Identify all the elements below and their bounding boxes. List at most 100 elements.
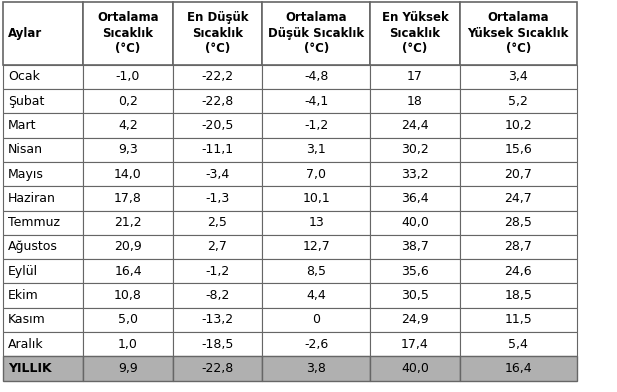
Text: 40,0: 40,0 (401, 216, 429, 229)
Bar (3, 283, 83, 308)
Bar (173, 259, 262, 283)
Text: 10,8: 10,8 (114, 289, 142, 302)
Text: Ortalama
Yüksek Sıcaklık
(°C): Ortalama Yüksek Sıcaklık (°C) (468, 11, 569, 55)
Bar (3, 186, 83, 211)
Text: 10,2: 10,2 (505, 119, 532, 132)
Bar (83, 211, 173, 235)
Bar (83, 113, 173, 138)
Bar (460, 138, 577, 162)
Bar (262, 259, 370, 283)
Bar (460, 235, 577, 259)
Bar (370, 332, 460, 356)
Bar (3, 162, 83, 186)
Bar (262, 211, 370, 235)
Bar (173, 2, 262, 65)
Text: Mayıs: Mayıs (8, 167, 44, 181)
Text: 28,7: 28,7 (504, 240, 532, 254)
Text: 2,5: 2,5 (207, 216, 228, 229)
Text: En Yüksek
Sıcaklık
(°C): En Yüksek Sıcaklık (°C) (381, 11, 449, 55)
Text: Kasım: Kasım (8, 313, 46, 327)
Text: 5,4: 5,4 (508, 338, 528, 351)
Bar (83, 65, 173, 89)
Bar (3, 211, 83, 235)
Text: Ekim: Ekim (8, 289, 39, 302)
Bar (83, 2, 173, 65)
Bar (370, 113, 460, 138)
Text: Aylar: Aylar (8, 27, 43, 40)
Text: Ortalama
Sıcaklık
(°C): Ortalama Sıcaklık (°C) (97, 11, 159, 55)
Text: Eylül: Eylül (8, 265, 38, 278)
Bar (173, 235, 262, 259)
Bar (370, 283, 460, 308)
Bar (460, 2, 577, 65)
Text: 4,2: 4,2 (118, 119, 138, 132)
Bar (370, 162, 460, 186)
Bar (262, 332, 370, 356)
Text: 3,1: 3,1 (306, 143, 326, 156)
Bar (262, 113, 370, 138)
Bar (3, 259, 83, 283)
Bar (173, 211, 262, 235)
Text: -1,0: -1,0 (116, 70, 140, 83)
Text: Ağustos: Ağustos (8, 240, 58, 254)
Text: 30,5: 30,5 (401, 289, 429, 302)
Text: -4,8: -4,8 (304, 70, 328, 83)
Bar (83, 89, 173, 113)
Text: 3,8: 3,8 (306, 362, 326, 375)
Text: 17,8: 17,8 (114, 192, 142, 205)
Bar (460, 186, 577, 211)
Bar (262, 283, 370, 308)
Bar (460, 211, 577, 235)
Text: 8,5: 8,5 (306, 265, 326, 278)
Text: Temmuz: Temmuz (8, 216, 60, 229)
Bar (3, 113, 83, 138)
Bar (3, 89, 83, 113)
Bar (460, 308, 577, 332)
Text: 36,4: 36,4 (401, 192, 429, 205)
Text: 10,1: 10,1 (302, 192, 330, 205)
Bar (262, 186, 370, 211)
Bar (370, 65, 460, 89)
Bar (370, 89, 460, 113)
Text: 0,2: 0,2 (118, 94, 138, 108)
Text: 20,7: 20,7 (504, 167, 532, 181)
Text: 1,0: 1,0 (118, 338, 138, 351)
Text: 13: 13 (308, 216, 324, 229)
Text: 40,0: 40,0 (401, 362, 429, 375)
Text: -8,2: -8,2 (205, 289, 230, 302)
Text: -20,5: -20,5 (201, 119, 234, 132)
Text: 16,4: 16,4 (114, 265, 142, 278)
Text: Şubat: Şubat (8, 94, 44, 108)
Bar (262, 356, 370, 381)
Text: 33,2: 33,2 (401, 167, 429, 181)
Text: 5,0: 5,0 (118, 313, 138, 327)
Bar (173, 65, 262, 89)
Text: Nisan: Nisan (8, 143, 43, 156)
Text: -18,5: -18,5 (201, 338, 234, 351)
Text: 17: 17 (407, 70, 423, 83)
Bar (3, 235, 83, 259)
Text: 5,2: 5,2 (508, 94, 528, 108)
Bar (3, 308, 83, 332)
Bar (460, 89, 577, 113)
Text: 0: 0 (312, 313, 320, 327)
Bar (83, 235, 173, 259)
Text: 9,3: 9,3 (118, 143, 138, 156)
Bar (173, 186, 262, 211)
Bar (370, 186, 460, 211)
Text: 21,2: 21,2 (114, 216, 142, 229)
Bar (370, 138, 460, 162)
Text: 4,4: 4,4 (306, 289, 326, 302)
Text: YILLIK: YILLIK (8, 362, 52, 375)
Bar (460, 113, 577, 138)
Bar (173, 283, 262, 308)
Text: 24,4: 24,4 (401, 119, 429, 132)
Bar (262, 89, 370, 113)
Text: 17,4: 17,4 (401, 338, 429, 351)
Text: Aralık: Aralık (8, 338, 44, 351)
Text: 30,2: 30,2 (401, 143, 429, 156)
Bar (173, 138, 262, 162)
Text: -1,3: -1,3 (205, 192, 230, 205)
Bar (173, 332, 262, 356)
Bar (460, 162, 577, 186)
